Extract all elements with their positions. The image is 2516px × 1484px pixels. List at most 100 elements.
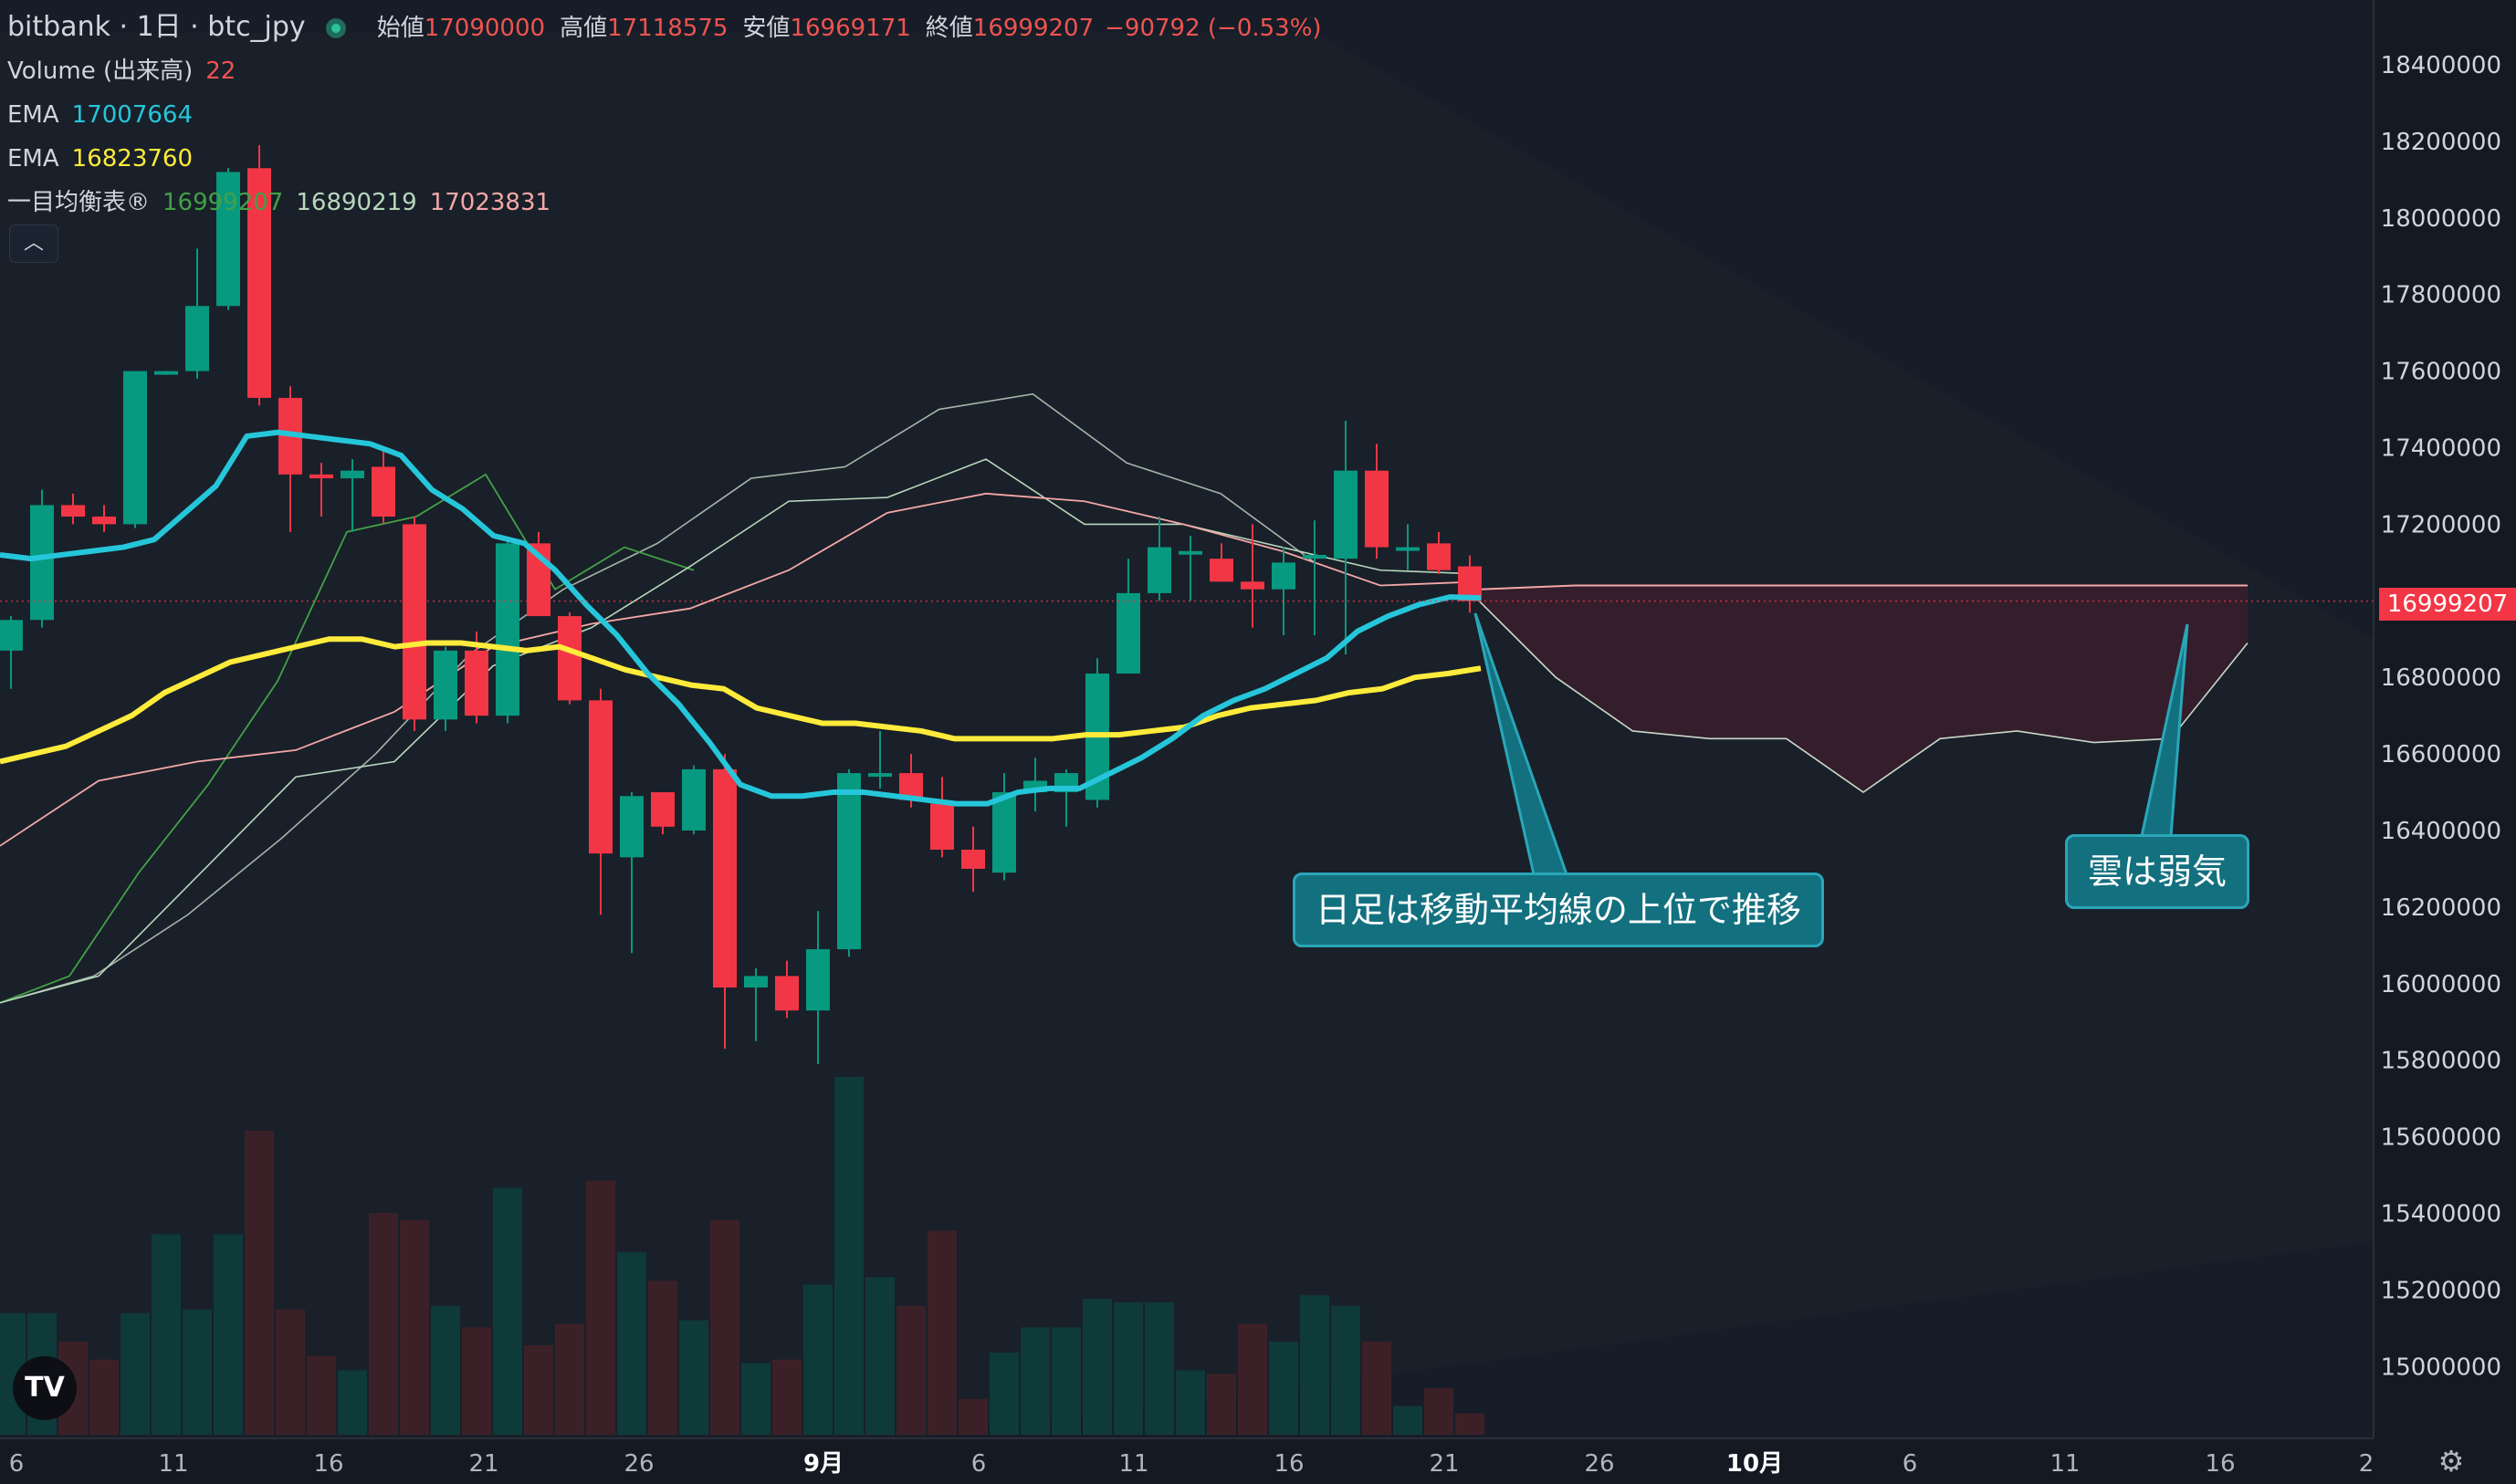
time-tick-label: 10月	[1726, 1450, 1783, 1478]
volume-bar	[245, 1130, 274, 1435]
last-price-label: 16999207	[2379, 588, 2516, 621]
ichimoku-label: 一目均衡表®	[7, 189, 151, 216]
candle-body	[123, 371, 147, 525]
volume-bar	[710, 1219, 739, 1435]
volume-bar	[772, 1359, 802, 1435]
candle-body	[30, 505, 54, 621]
ichimoku-lines	[0, 392, 1480, 1004]
volume-bar	[617, 1252, 646, 1435]
time-tick-label: 16	[1274, 1450, 1304, 1478]
price-tick-label: 16800000	[2381, 664, 2501, 692]
volume-bar	[1052, 1327, 1081, 1435]
volume-bar	[1331, 1305, 1360, 1435]
lagging-span-line	[0, 473, 695, 1004]
time-tick-label: 11	[2049, 1450, 2080, 1478]
tradingview-logo[interactable]: TV	[13, 1356, 77, 1420]
low-value: 16969171	[790, 15, 911, 42]
time-tick-label: 6	[971, 1450, 987, 1478]
volume-value: 22	[205, 57, 236, 85]
time-tick-label: 9月	[803, 1450, 844, 1478]
price-tick-label: 16200000	[2381, 894, 2501, 922]
span-a-future-line	[1478, 600, 2249, 794]
volume-bar	[959, 1398, 988, 1435]
volume-bars	[0, 1077, 1484, 1435]
volume-bar	[338, 1370, 367, 1435]
legend: bitbank · 1日 · btc_jpy 始値17090000 高値171185…	[7, 5, 1322, 225]
callout-ema: 日足は移動平均線の上位で推移	[1293, 873, 1825, 947]
price-axis-background	[2374, 0, 2516, 1438]
volume-bar	[555, 1323, 584, 1435]
ema-fast-value: 17007664	[71, 101, 193, 129]
candle-body	[1396, 547, 1420, 551]
volume-bar	[1362, 1342, 1391, 1435]
span-a-line	[0, 392, 1316, 1004]
volume-bar	[431, 1305, 460, 1435]
market-status-icon	[325, 18, 346, 38]
volume-bar	[928, 1230, 957, 1435]
candle-body	[992, 792, 1016, 873]
candle-body	[1365, 470, 1389, 548]
candle-body	[216, 172, 240, 307]
time-tick-label: 16	[313, 1450, 343, 1478]
candle-body	[496, 543, 519, 716]
cloud-fill	[1479, 585, 2248, 793]
volume-bar	[183, 1309, 212, 1435]
candle-body	[589, 700, 613, 854]
volume-bar	[1207, 1374, 1236, 1435]
candle-body	[1148, 547, 1171, 593]
candle-body	[434, 650, 457, 720]
candle-body	[1210, 559, 1233, 582]
gear-icon[interactable]: ⚙	[2437, 1444, 2465, 1479]
ohlc-values: 始値17090000 高値17118575 安値16969171 終値16999207…	[362, 15, 1322, 42]
price-tick-label: 16600000	[2381, 741, 2501, 768]
price-tick-label: 17200000	[2381, 511, 2501, 538]
collapse-legend-button[interactable]: ︿	[9, 225, 58, 263]
volume-bar	[524, 1345, 553, 1435]
ichimoku-value-1: 16999207	[162, 189, 284, 216]
volume-bar	[865, 1277, 895, 1435]
volume-bar	[1300, 1295, 1329, 1435]
price-tick-label: 15400000	[2381, 1201, 2501, 1228]
volume-bar	[1145, 1301, 1174, 1435]
volume-bar	[1269, 1342, 1298, 1435]
candle-body	[154, 371, 178, 375]
volume-bar	[152, 1234, 181, 1435]
candle-body	[930, 803, 954, 850]
candle-body	[961, 849, 985, 869]
candle-body	[309, 474, 333, 479]
volume-bar	[1021, 1327, 1050, 1435]
volume-bar	[276, 1309, 305, 1435]
legend-ema-slow[interactable]: EMA 16823760	[7, 137, 1322, 181]
legend-ichimoku[interactable]: 一目均衡表® 16999207 16890219 17023831	[7, 181, 1322, 225]
volume-bar	[121, 1312, 150, 1435]
volume-bar	[990, 1352, 1019, 1435]
ema-slow-label: EMA	[7, 145, 59, 172]
open-label: 始値	[376, 15, 425, 42]
volume-bar	[586, 1180, 615, 1435]
legend-title-row: bitbank · 1日 · btc_jpy 始値17090000 高値171185…	[7, 5, 1322, 49]
price-tick-label: 15600000	[2381, 1124, 2501, 1152]
ema-fast-label: EMA	[7, 101, 59, 129]
legend-volume[interactable]: Volume (出来高) 22	[7, 49, 1322, 93]
volume-bar	[214, 1234, 243, 1435]
symbol-title[interactable]: bitbank · 1日 · btc_jpy	[7, 11, 306, 43]
volume-bar	[679, 1320, 708, 1435]
price-tick-label: 17800000	[2381, 282, 2501, 309]
legend-ema-fast[interactable]: EMA 17007664	[7, 93, 1322, 137]
price-tick-label: 15800000	[2381, 1048, 2501, 1075]
volume-bar	[1083, 1299, 1112, 1435]
volume-bar	[369, 1212, 398, 1435]
open-value: 17090000	[424, 15, 546, 42]
base-line	[0, 492, 1480, 847]
volume-bar	[1455, 1413, 1484, 1435]
high-label: 高値	[560, 15, 608, 42]
close-value: 16999207	[972, 15, 1095, 42]
time-axis-background	[0, 1438, 2516, 1484]
volume-bar	[648, 1280, 677, 1435]
candle-body	[247, 168, 271, 398]
ema-lines	[0, 429, 1482, 807]
low-label: 安値	[742, 15, 791, 42]
time-tick-label: 6	[9, 1450, 25, 1478]
candle-body	[1116, 592, 1140, 674]
